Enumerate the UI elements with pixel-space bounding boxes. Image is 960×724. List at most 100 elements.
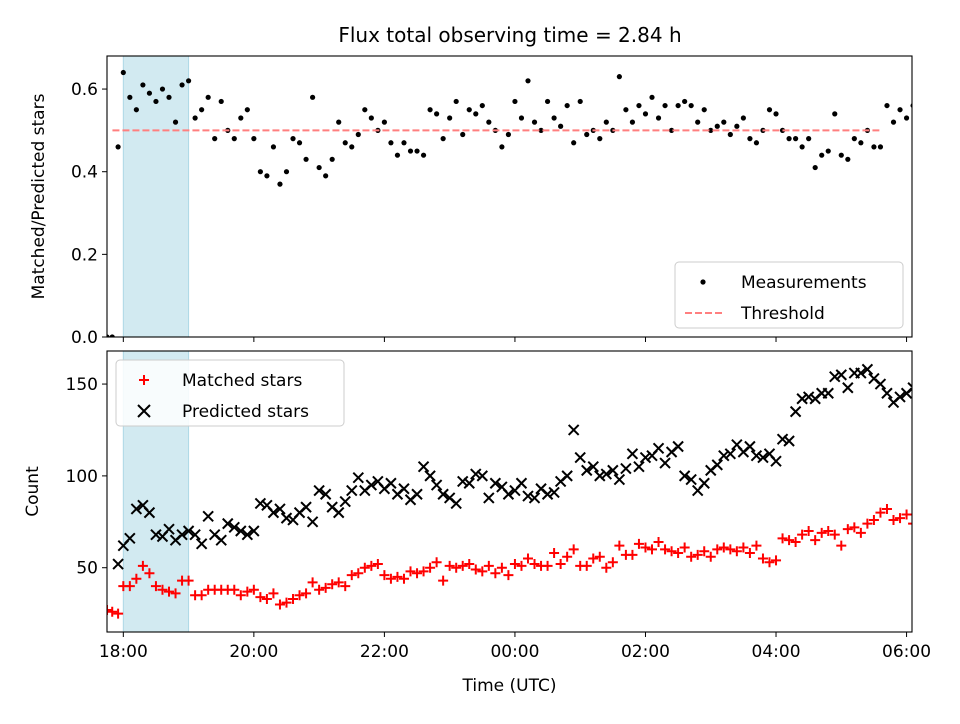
predicted-stars-point — [921, 397, 931, 407]
measurement-point — [655, 115, 662, 121]
predicted-stars-point — [620, 462, 632, 475]
measurement-point — [812, 164, 818, 171]
matched-stars-point — [790, 537, 801, 548]
measurement-point — [917, 107, 922, 112]
measurement-point — [877, 144, 884, 150]
predicted-stars-point — [561, 470, 573, 482]
matched-stars-point — [301, 588, 312, 599]
measurement-point — [584, 131, 590, 138]
predicted-stars-point — [222, 517, 234, 530]
measurement-point — [597, 136, 603, 142]
matched-stars-point — [107, 606, 118, 617]
measurement-point — [212, 136, 218, 142]
measurement-point — [460, 131, 466, 138]
y-tick-label: 150 — [66, 375, 98, 395]
measurement-point — [192, 115, 198, 121]
predicted-stars-point — [744, 440, 756, 453]
predicted-stars-point — [718, 449, 730, 462]
measurement-point — [943, 103, 948, 108]
predicted-stars-point — [417, 460, 430, 473]
predicted-stars-point — [757, 451, 769, 464]
matched-stars-point — [666, 546, 677, 557]
measurement-point — [734, 123, 740, 129]
matched-stars-point — [810, 535, 821, 546]
predicted-stars-point — [130, 503, 143, 515]
x-tick-label: 04:00 — [752, 642, 801, 662]
matched-stars-point — [757, 553, 768, 564]
matched-stars-point — [875, 507, 886, 518]
predicted-stars-point — [672, 440, 684, 453]
measurement-point — [115, 144, 121, 150]
matched-stars-point — [607, 557, 618, 568]
y-tick-label: 100 — [66, 467, 98, 487]
measurement-point — [714, 123, 720, 129]
measurement-point — [270, 144, 277, 150]
x-tick-label: 20:00 — [229, 642, 278, 662]
predicted-stars-point — [548, 486, 560, 499]
measurement-point — [799, 144, 805, 150]
measurement-point — [924, 107, 929, 112]
measurement-point — [950, 140, 955, 145]
matched-stars-point — [921, 511, 931, 521]
predicted-stars-point — [248, 525, 260, 537]
measurement-point — [871, 144, 877, 150]
measurement-point — [486, 119, 492, 125]
matched-stars-point — [248, 584, 259, 595]
matched-stars-point — [124, 581, 135, 592]
matched-stars-point — [340, 581, 351, 592]
predicted-stars-point — [907, 382, 912, 394]
measurement-point — [362, 107, 368, 113]
predicted-stars-point — [202, 510, 214, 523]
measurement-point — [897, 107, 903, 113]
matched-stars-point — [503, 570, 514, 581]
measurement-point — [310, 94, 316, 100]
matched-stars-point — [673, 548, 684, 559]
matched-stars-point — [144, 568, 155, 579]
predicted-stars-point — [254, 497, 267, 510]
measurement-point — [518, 115, 525, 121]
predicted-stars-point — [633, 460, 645, 473]
measurement-point — [127, 94, 133, 100]
top-panel: 0.0 0.2 0.4 0.6 Matched/Predicted stars Measu… — [29, 55, 955, 348]
matched-stars-point — [784, 535, 795, 546]
measurement-point — [172, 119, 179, 125]
measurement-point — [342, 140, 348, 146]
measurement-point — [238, 115, 244, 121]
matched-stars-point — [522, 553, 533, 564]
measurement-point — [257, 169, 263, 175]
matched-stars-point — [888, 514, 899, 525]
matched-stars-point — [738, 542, 749, 553]
measurement-point — [695, 119, 701, 125]
predicted-stars-point — [241, 528, 254, 541]
matched-stars-point — [705, 551, 716, 562]
predicted-stars-point — [489, 477, 502, 489]
predicted-stars-point — [274, 503, 286, 515]
measurement-point — [414, 148, 420, 154]
matched-stars-point — [881, 503, 892, 514]
measurement-point — [766, 107, 773, 113]
measurement-point — [838, 152, 844, 158]
measurement-point — [668, 127, 675, 133]
plot-content — [107, 69, 955, 337]
predicted-stars-point — [235, 525, 247, 537]
matched-stars-point — [464, 559, 475, 570]
matched-stars-point — [477, 566, 488, 577]
matched-stars-point — [183, 575, 194, 586]
measurement-point — [571, 140, 577, 146]
predicted-stars-point — [600, 468, 613, 480]
predicted-stars-point — [874, 378, 887, 390]
matched-stars-point — [868, 514, 879, 525]
matched-stars-point — [353, 568, 364, 579]
matched-stars-point — [320, 582, 331, 593]
predicted-stars-point — [881, 387, 893, 399]
measurement-point — [368, 115, 374, 121]
measurement-point — [577, 98, 583, 105]
measurement-point — [603, 119, 609, 125]
measurement-point — [662, 102, 668, 109]
measurement-point — [336, 119, 342, 125]
matched-stars-point — [405, 566, 416, 577]
predicted-stars-point — [842, 382, 854, 394]
predicted-stars-point — [437, 488, 449, 500]
predicted-stars-point — [581, 464, 593, 477]
